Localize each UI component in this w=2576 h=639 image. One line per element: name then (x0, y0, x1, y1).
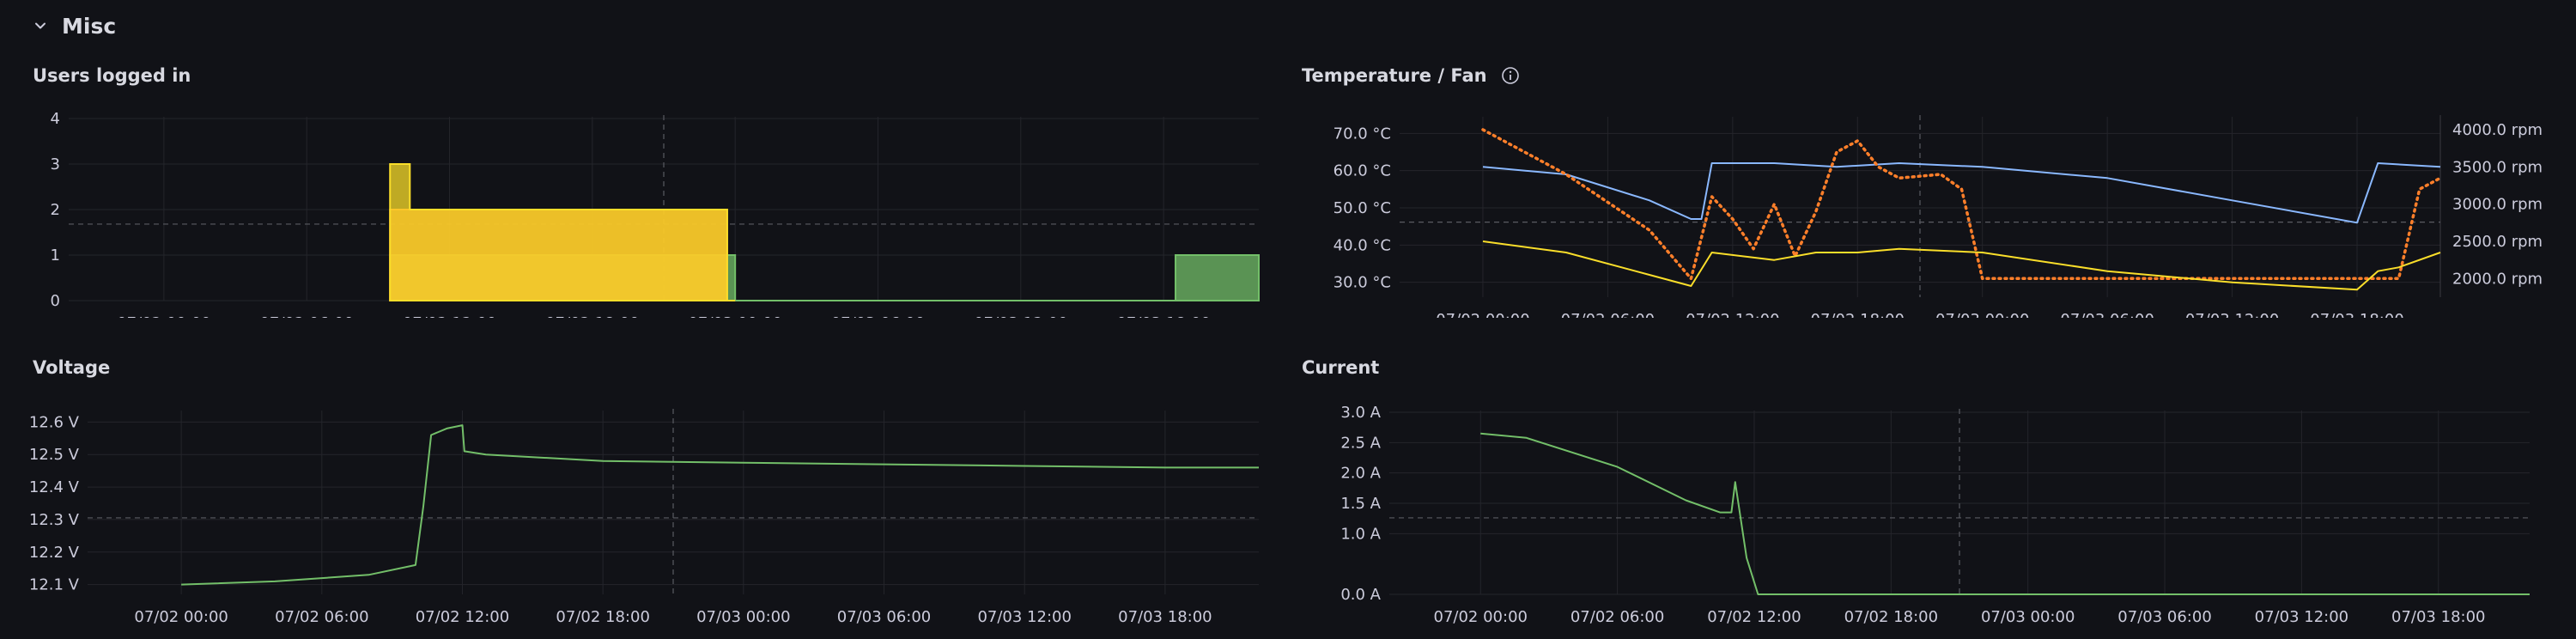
x-tick-label: 07/03 06:00 (837, 608, 931, 626)
y-tick-label: 0 (51, 292, 60, 310)
x-tick-label: 07/03 18:00 (1116, 314, 1210, 318)
x-tick-label: 07/02 06:00 (1571, 608, 1664, 626)
y-tick-label: 12.3 V (29, 511, 80, 529)
y-tick-label: 12.1 V (29, 576, 80, 594)
y-tick-label: 2.0 A (1340, 465, 1381, 483)
series-line-0 (1482, 162, 2441, 224)
row-title: Misc (62, 13, 117, 39)
y-tick-label: 70.0 °C (1334, 125, 1391, 143)
x-tick-label: 07/03 06:00 (831, 314, 925, 318)
y-tick-label: 1 (51, 246, 60, 265)
series-line-1 (1481, 128, 2442, 281)
y-tick-label: 12.2 V (29, 544, 80, 562)
y-tick-label: 3 (51, 155, 60, 173)
voltage-chart: 07/02 00:00 07/02 06:00 07/02 12:00 07/02 1… (29, 409, 1259, 626)
x-tick-label: 07/02 18:00 (1811, 311, 1905, 318)
x-tick-label: 07/02 18:00 (1844, 608, 1938, 626)
x-tick-label: 07/02 00:00 (1434, 608, 1528, 626)
x-tick-label: 07/03 12:00 (977, 608, 1071, 626)
x-tick-label: 07/02 12:00 (1707, 608, 1801, 626)
y-tick-label: 1.5 A (1340, 495, 1381, 513)
users-chart: 07/02 00:00 07/02 06:00 07/02 12:00 07/02 1… (51, 110, 1260, 318)
x-tick-label: 07/02 06:00 (275, 608, 368, 626)
x-tick-label: 07/02 18:00 (545, 314, 639, 318)
x-tick-label: 07/03 12:00 (2185, 311, 2279, 318)
x-tick-label: 07/03 18:00 (2310, 311, 2403, 318)
y-right-tick-label: 2500.0 rpm (2452, 233, 2543, 251)
y-right-tick-label: 2000.0 rpm (2452, 270, 2543, 288)
y-tick-label: 2.5 A (1340, 434, 1381, 452)
series-area-2 (389, 163, 736, 301)
x-tick-label: 07/02 12:00 (403, 314, 496, 318)
y-tick-label: 12.6 V (29, 413, 80, 431)
info-icon[interactable] (1501, 66, 1520, 85)
y-right-tick-label: 3500.0 rpm (2452, 158, 2543, 176)
x-tick-label: 07/02 12:00 (416, 608, 509, 626)
x-tick-label: 07/03 06:00 (2060, 311, 2154, 318)
x-tick-label: 07/02 18:00 (556, 608, 649, 626)
x-tick-label: 07/03 12:00 (2255, 608, 2348, 626)
series-line-0 (1480, 432, 2530, 595)
current-chart: 07/02 00:00 07/02 06:00 07/02 12:00 07/02 1… (1340, 404, 2530, 626)
x-tick-label: 07/02 00:00 (134, 608, 228, 626)
series-line-0 (181, 424, 1259, 586)
x-tick-label: 07/03 18:00 (2391, 608, 2485, 626)
y-right-tick-label: 4000.0 rpm (2452, 121, 2543, 139)
x-tick-label: 07/03 00:00 (1935, 311, 2029, 318)
x-tick-label: 07/02 12:00 (1686, 311, 1779, 318)
x-tick-label: 07/02 06:00 (1561, 311, 1655, 318)
voltage-panel[interactable]: Voltage 07/02 00:00 07/02 06:00 07/02 12:0… (0, 352, 1279, 639)
y-tick-label: 12.5 V (29, 446, 80, 464)
row-collapse-toggle[interactable]: Misc (31, 9, 116, 43)
series-line-2 (1482, 240, 2441, 291)
x-tick-label: 07/02 00:00 (1436, 311, 1529, 318)
current-panel-title: Current (1302, 357, 1380, 378)
y-tick-label: 30.0 °C (1334, 274, 1391, 292)
current-panel[interactable]: Current 07/02 00:00 07/02 06:00 07/02 12:0… (1288, 352, 2576, 639)
y-tick-label: 1.0 A (1340, 525, 1381, 543)
temp-chart: 07/02 00:00 07/02 06:00 07/02 12:00 07/02 1… (1334, 115, 2543, 318)
voltage-panel-title: Voltage (33, 357, 111, 378)
x-tick-label: 07/03 12:00 (974, 314, 1067, 318)
y-tick-label: 50.0 °C (1334, 199, 1391, 217)
x-tick-label: 07/03 00:00 (1981, 608, 2075, 626)
users-panel-title: Users logged in (33, 65, 191, 86)
y-tick-label: 3.0 A (1340, 404, 1381, 422)
y-tick-label: 60.0 °C (1334, 162, 1391, 180)
x-tick-label: 07/03 18:00 (1118, 608, 1212, 626)
x-tick-label: 07/02 00:00 (117, 314, 210, 318)
y-tick-label: 12.4 V (29, 478, 80, 496)
temp-panel[interactable]: Temperature / Fan 07/02 00:00 07/02 06:00… (1288, 60, 2576, 318)
y-tick-label: 2 (51, 201, 60, 219)
y-right-tick-label: 3000.0 rpm (2452, 196, 2543, 214)
y-tick-label: 40.0 °C (1334, 236, 1391, 254)
x-tick-label: 07/03 06:00 (2117, 608, 2211, 626)
x-tick-label: 07/02 06:00 (259, 314, 353, 318)
y-tick-label: 4 (51, 110, 60, 128)
chevron-down-icon (31, 16, 50, 35)
temp-panel-title: Temperature / Fan (1302, 65, 1487, 86)
y-tick-label: 0.0 A (1340, 586, 1381, 604)
x-tick-label: 07/03 00:00 (696, 608, 790, 626)
x-tick-label: 07/03 00:00 (688, 314, 781, 318)
